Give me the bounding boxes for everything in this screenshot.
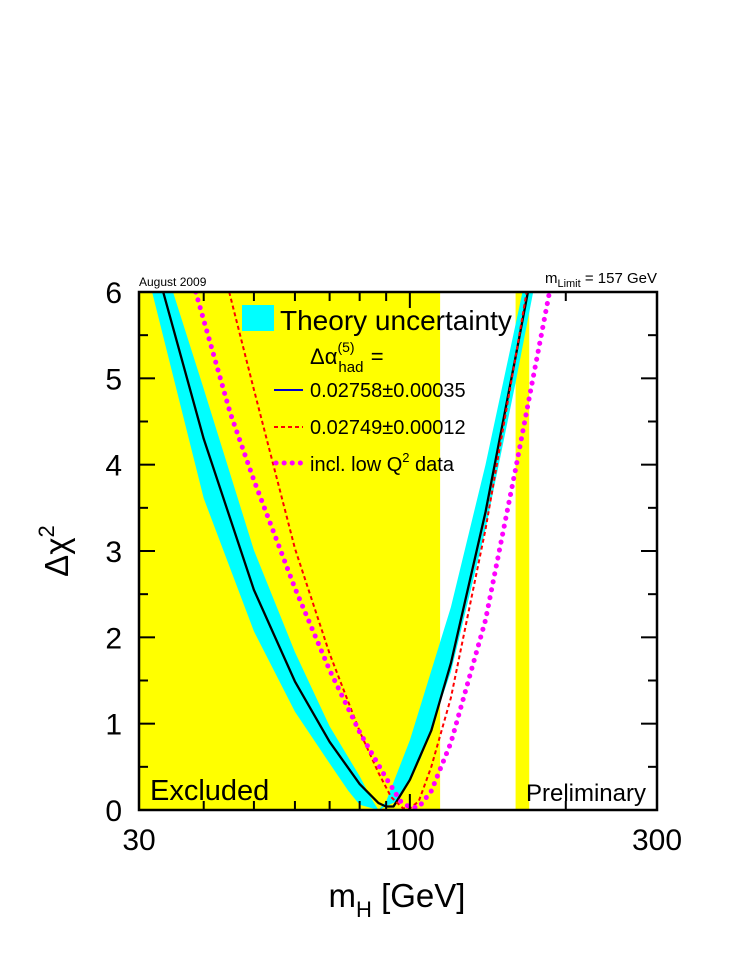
excluded-label: Excluded (150, 775, 269, 807)
y-tick-label: 3 (105, 536, 122, 569)
preliminary-label: Preliminary (526, 780, 646, 807)
y-tick-label: 4 (105, 450, 122, 483)
series-curve-2 (228, 292, 528, 810)
legend-label-series-1: 0.02758±0.00035 (310, 380, 466, 402)
legend-label-series-3: incl. low Q2 data (310, 450, 455, 476)
x-axis-label: mH [GeV] (329, 877, 466, 922)
y-tick-label: 6 (105, 277, 122, 310)
x-tick-label: 30 (122, 824, 155, 857)
series-curve-3 (193, 292, 552, 810)
legend-label-series-2: 0.02749±0.00012 (310, 417, 466, 439)
y-axis-label: Δχ2 (34, 525, 75, 577)
legend-band-swatch (242, 305, 274, 331)
y-tick-label: 0 (105, 795, 122, 828)
legend-header: Δαhad(5) = (310, 339, 384, 376)
legend-band-label: Theory uncertainty (280, 305, 512, 336)
legend: Theory uncertainty Δαhad(5) = 0.02758±0.… (242, 305, 512, 476)
y-tick-label: 2 (105, 622, 122, 655)
tick-labels: 30 100 300 0 1 2 3 4 5 6 (105, 277, 682, 857)
y-tick-label: 5 (105, 363, 122, 396)
theory-band (152, 292, 534, 810)
axis-ticks (138, 291, 658, 811)
x-tick-label: 300 (632, 824, 682, 857)
y-tick-label: 1 (105, 709, 122, 742)
corner-left-label: August 2009 (139, 275, 207, 289)
corner-right-label: mLimit = 157 GeV (545, 270, 657, 290)
theory-band-layer (152, 292, 534, 810)
x-tick-label: 100 (385, 824, 435, 857)
